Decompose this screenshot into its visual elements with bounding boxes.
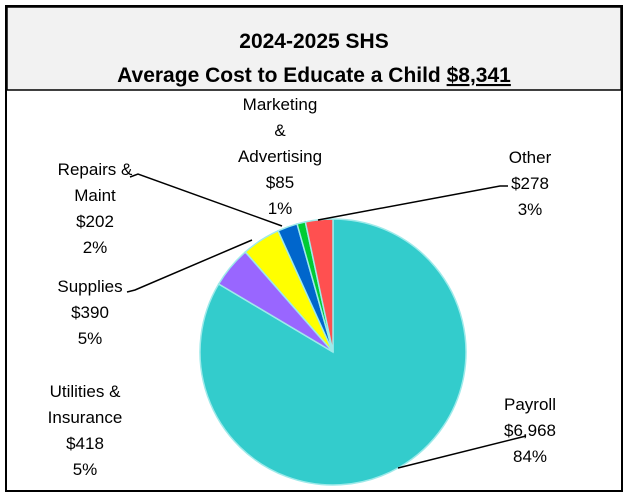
percent-label: 5% <box>72 460 98 479</box>
chart-title: 2024-2025 SHS <box>239 30 388 53</box>
category-label: Supplies <box>57 277 123 296</box>
value-label: $418 <box>66 434 104 453</box>
slice-label: Repairs & Maint $202 2% <box>15 157 175 261</box>
slice-label: Utilities & Insurance $418 5% <box>5 379 165 483</box>
percent-label: 5% <box>77 329 103 348</box>
category-label: Repairs & Maint <box>57 160 133 205</box>
title-box <box>6 6 622 91</box>
subtitle-text: Average Cost to Educate a Child <box>117 64 441 87</box>
slice-label: Other $278 3% <box>450 145 610 223</box>
category-label: Other <box>508 148 552 167</box>
category-label: Utilities & Insurance <box>47 382 123 427</box>
category-label: Marketing & Advertising <box>237 95 323 166</box>
total-label: $8,341 <box>447 64 512 87</box>
category-label: Payroll <box>504 395 556 414</box>
value-label: $85 <box>265 173 295 192</box>
leader-line <box>317 185 508 221</box>
leader-lines <box>126 173 527 469</box>
value-label: $278 <box>511 174 549 193</box>
value-label: $202 <box>76 212 114 231</box>
slice-label: Payroll $6,968 84% <box>450 392 610 470</box>
percent-label: 2% <box>82 238 108 257</box>
pie <box>199 218 467 486</box>
value-label: $6,968 <box>504 421 556 440</box>
leader-line <box>126 239 253 293</box>
slice-label: Supplies $390 5% <box>10 274 170 352</box>
value-label: $390 <box>71 303 109 322</box>
chart-subtitle: Average Cost to Educate a Child $8,341 <box>117 64 511 87</box>
percent-label: 84% <box>512 447 548 466</box>
percent-label: 3% <box>517 200 543 219</box>
leader-line <box>129 173 283 227</box>
percent-label: 1% <box>267 199 293 218</box>
slice-label: Marketing & Advertising $85 1% <box>200 92 360 222</box>
leader-line <box>397 435 527 469</box>
